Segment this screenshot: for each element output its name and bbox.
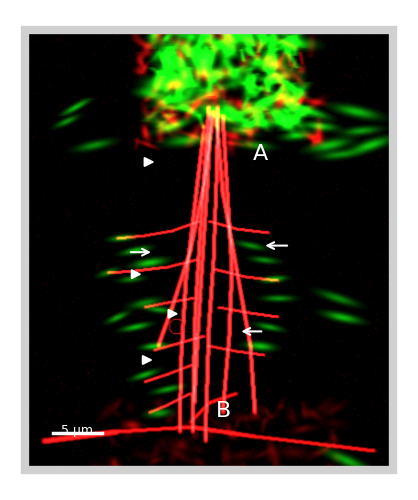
Text: 5 μm: 5 μm <box>61 424 92 437</box>
Text: A: A <box>253 144 268 164</box>
Text: B: B <box>217 401 232 421</box>
